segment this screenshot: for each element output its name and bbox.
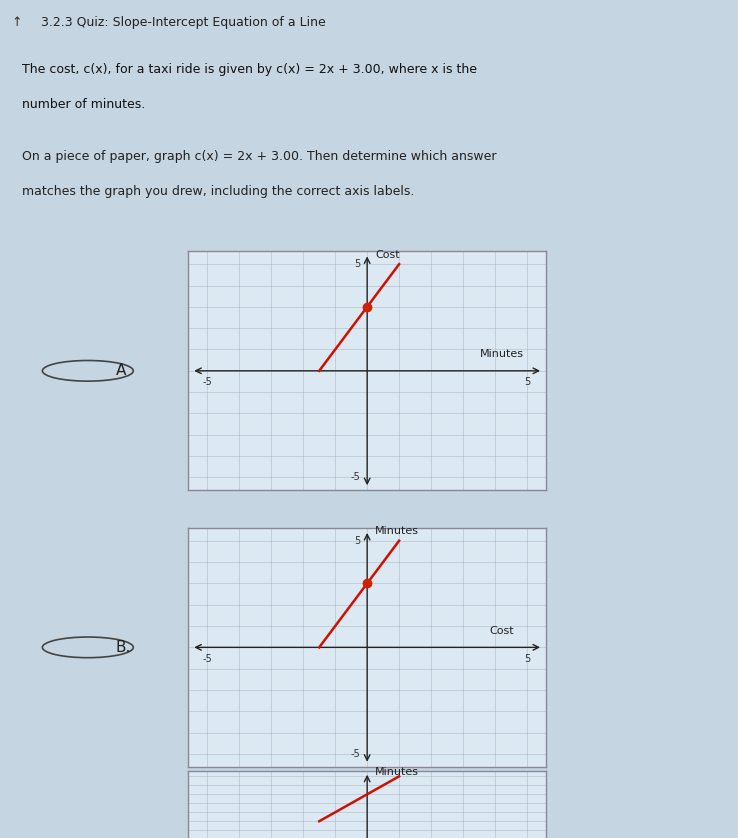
Text: -5: -5 [202,654,213,664]
Text: B.: B. [115,640,131,654]
Text: 5: 5 [354,535,361,546]
Text: 5: 5 [524,377,530,387]
Text: matches the graph you drew, including the correct axis labels.: matches the graph you drew, including th… [22,185,415,198]
Text: 5: 5 [354,259,361,269]
Text: Cost: Cost [489,626,514,636]
Text: -5: -5 [351,473,361,483]
Text: 5: 5 [524,654,530,664]
Text: -5: -5 [202,377,213,387]
Text: Minutes: Minutes [375,526,419,536]
Text: Minutes: Minutes [480,349,523,360]
Text: A: A [115,364,125,378]
Text: number of minutes.: number of minutes. [22,98,145,111]
Text: The cost, c(x), for a taxi ride is given by c(x) = 2x + 3.00, where x is the: The cost, c(x), for a taxi ride is given… [22,63,477,76]
Text: 3.2.3 Quiz: Slope-Intercept Equation of a Line: 3.2.3 Quiz: Slope-Intercept Equation of … [41,16,325,28]
Text: Cost: Cost [375,250,400,260]
Text: Minutes: Minutes [375,768,419,778]
Text: -5: -5 [351,749,361,759]
Text: ↑: ↑ [11,16,21,28]
Text: On a piece of paper, graph c(x) = 2x + 3.00. Then determine which answer: On a piece of paper, graph c(x) = 2x + 3… [22,150,497,163]
